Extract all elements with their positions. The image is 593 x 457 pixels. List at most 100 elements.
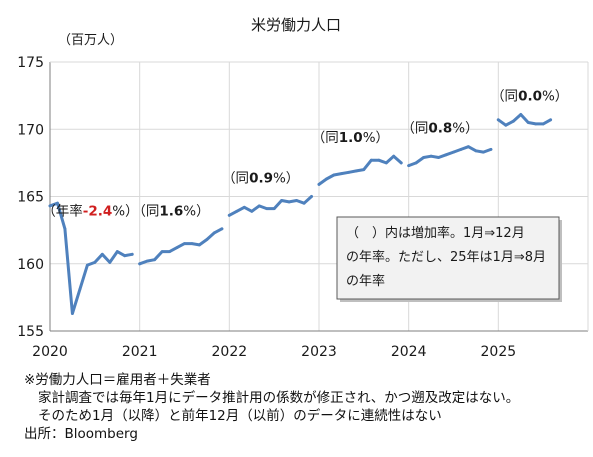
data-point-2024 [407, 164, 411, 168]
data-point-2020 [115, 250, 119, 254]
data-point-2025 [511, 119, 515, 123]
data-point-2024 [422, 156, 425, 159]
growth-annotation-prefix: （同 [222, 171, 249, 187]
data-point-2020 [100, 252, 104, 256]
growth-annotation-suffix: %） [112, 203, 138, 219]
x-tick-label: 2024 [391, 344, 427, 360]
data-point-2021 [168, 250, 172, 254]
data-point-2021 [183, 242, 186, 246]
series-line-2024 [407, 145, 493, 168]
footnote-definition: ※労働力人口＝雇用者＋失業者 [24, 372, 211, 388]
growth-annotation-2020: （年率-2.4%） [42, 202, 138, 219]
x-tick-label: 2025 [481, 344, 517, 360]
data-point-2021 [175, 246, 179, 250]
data-point-2022 [227, 213, 231, 217]
growth-annotation-prefix: （同 [312, 130, 339, 146]
data-point-2021 [198, 243, 201, 247]
chart-title: 米労働力人口 [251, 16, 341, 34]
data-point-2024 [452, 150, 455, 154]
x-tick-label: 2023 [301, 344, 337, 360]
footnote-method: 家計調査では毎年1月にデータ推計用の係数が修正され、かつ遡及改定はない。 [38, 390, 520, 406]
data-point-2020 [78, 287, 82, 291]
data-point-2024 [459, 148, 463, 151]
data-point-2020 [48, 204, 52, 208]
data-point-2022 [250, 209, 254, 213]
data-point-2020 [86, 263, 89, 267]
data-point-2022 [302, 201, 306, 205]
data-point-2024 [474, 149, 478, 153]
legend-box-line: （ ）内は増加率。1月⇒12月 [346, 225, 525, 241]
x-tick-label: 2020 [32, 344, 68, 360]
series-line-2021 [138, 227, 224, 266]
data-point-2021 [190, 242, 194, 246]
growth-annotation-prefix: （年率 [42, 202, 83, 219]
legend-box-line: の年率 [346, 273, 385, 289]
footnotes: ※労働力人口＝雇用者＋失業者 家計調査では毎年1月にデータ推計用の係数が修正され… [24, 371, 584, 443]
data-point-2025 [549, 118, 552, 122]
data-point-2021 [220, 227, 224, 231]
data-point-2025 [504, 123, 508, 127]
data-point-2023 [399, 161, 403, 165]
data-point-2023 [369, 158, 373, 162]
growth-annotation-2024: （同0.8%） [401, 121, 478, 137]
series-line-2020 [48, 201, 134, 315]
growth-annotation-suffix: %） [273, 171, 299, 187]
footnote-continuity: そのため1月（以降）と前年12月（以前）のデータに連続性はない [38, 408, 442, 424]
data-point-2025 [526, 121, 530, 124]
y-tick-label: 165 [17, 190, 44, 206]
data-point-2024 [437, 156, 440, 159]
data-point-2023 [377, 158, 381, 162]
growth-annotation-prefix: （同 [132, 204, 159, 220]
data-point-2024 [444, 153, 448, 157]
y-tick-label: 155 [17, 324, 44, 340]
data-point-2020 [123, 254, 127, 258]
data-point-2024 [467, 145, 470, 149]
data-point-2023 [347, 170, 351, 174]
data-point-2021 [160, 250, 164, 254]
data-point-2023 [362, 168, 366, 172]
data-point-2022 [235, 209, 239, 213]
unit-label: （百万人） [58, 33, 123, 48]
data-point-2020 [63, 227, 67, 231]
data-point-2023 [325, 177, 328, 181]
data-point-2020 [71, 312, 74, 315]
legend-box-line: の年率。ただし、25年は1月⇒8月 [346, 249, 546, 265]
growth-annotation-suffix: %） [452, 121, 478, 137]
data-point-2022 [310, 195, 313, 198]
data-point-2025 [519, 113, 523, 116]
data-point-2022 [295, 199, 298, 202]
data-point-2021 [145, 259, 149, 263]
labor-force-chart: 米労働力人口 （百万人） 155 160 165 170 175 2020 2021 2022… [17, 16, 589, 360]
x-tick-label: 2022 [212, 344, 248, 360]
data-point-2021 [205, 238, 209, 241]
growth-annotation-2021: （同1.6%） [132, 204, 209, 220]
data-point-2021 [153, 258, 157, 262]
growth-annotation-value: 1.6 [159, 204, 183, 220]
growth-annotation-2025: （同0.0%） [491, 89, 568, 105]
data-point-2023 [332, 173, 336, 177]
growth-annotation-suffix: %） [542, 89, 568, 105]
data-point-2022 [242, 205, 246, 209]
data-point-2024 [489, 148, 493, 151]
data-point-2023 [355, 169, 358, 173]
data-point-2022 [280, 199, 283, 202]
data-point-2023 [340, 172, 343, 176]
data-point-2024 [414, 161, 418, 165]
data-point-2020 [93, 261, 97, 264]
y-tick-label: 160 [17, 257, 44, 273]
data-point-2022 [257, 204, 261, 208]
growth-annotation-2022: （同0.9%） [222, 171, 299, 187]
series-line-2022 [227, 195, 313, 217]
data-point-2022 [265, 207, 269, 211]
data-point-2024 [482, 150, 485, 154]
y-tick-label: 170 [17, 122, 44, 138]
data-point-2023 [392, 154, 396, 158]
y-tick-label: 175 [17, 55, 44, 71]
data-point-2024 [429, 154, 433, 158]
growth-annotation-value: 0.8 [428, 121, 452, 137]
series-line-2023 [317, 154, 403, 186]
growth-annotation-value: -2.4 [83, 203, 113, 219]
data-point-2021 [138, 262, 142, 266]
legend-box [336, 216, 560, 300]
growth-annotation-2023: （同1.0%） [312, 130, 389, 146]
